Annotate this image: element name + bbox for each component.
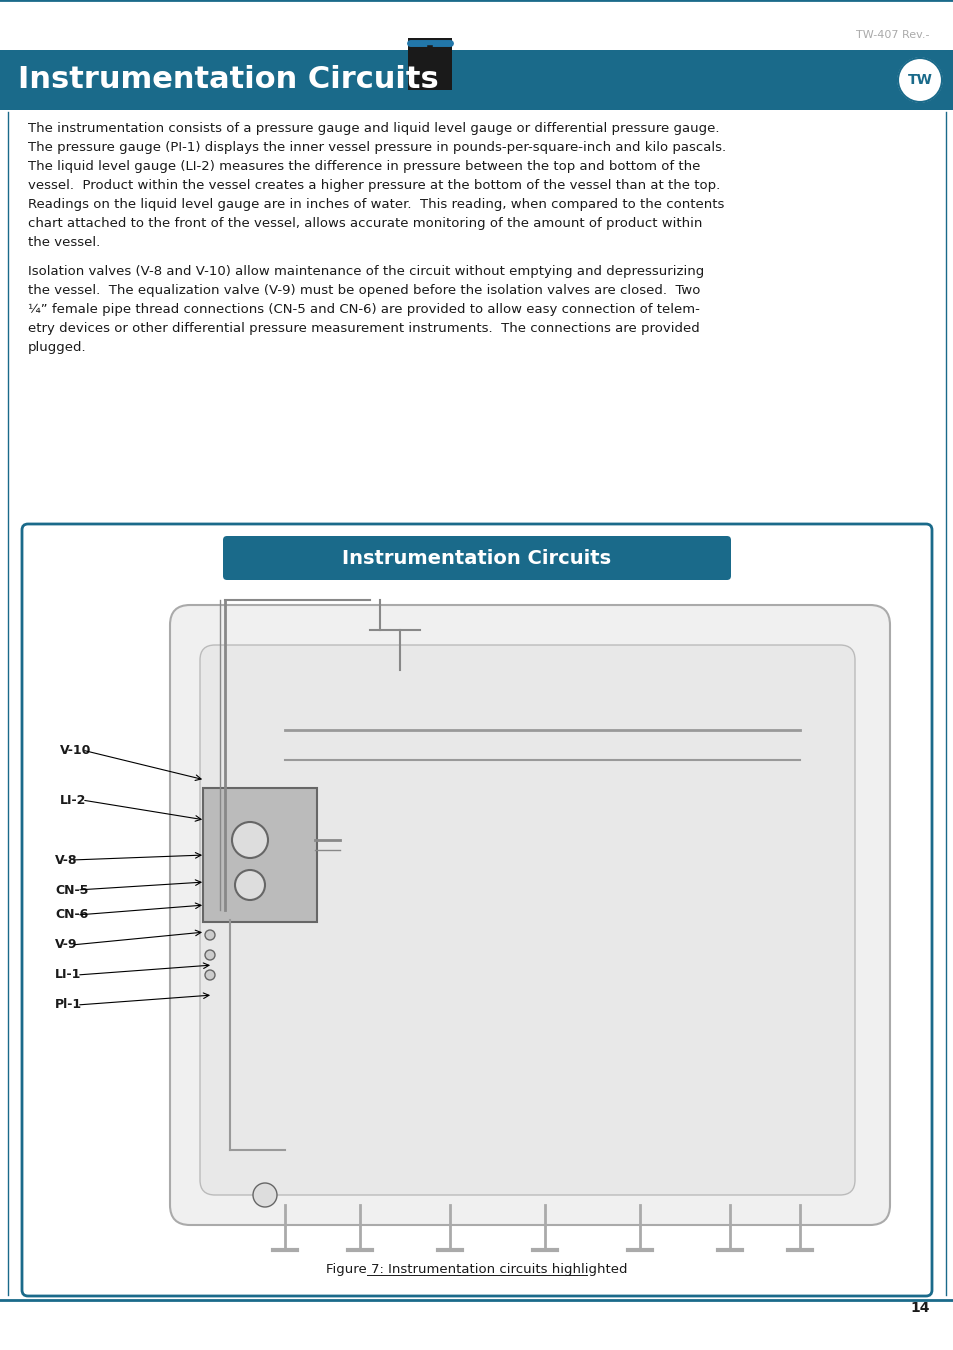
Circle shape bbox=[234, 869, 265, 900]
Circle shape bbox=[232, 822, 268, 859]
Text: etry devices or other differential pressure measurement instruments.  The connec: etry devices or other differential press… bbox=[28, 323, 699, 335]
Circle shape bbox=[897, 58, 941, 103]
Text: Readings on the liquid level gauge are in inches of water.  This reading, when c: Readings on the liquid level gauge are i… bbox=[28, 198, 723, 211]
FancyBboxPatch shape bbox=[200, 645, 854, 1195]
Circle shape bbox=[205, 971, 214, 980]
FancyBboxPatch shape bbox=[170, 605, 889, 1224]
Text: LI-2: LI-2 bbox=[60, 794, 87, 806]
Circle shape bbox=[253, 1183, 276, 1207]
FancyBboxPatch shape bbox=[412, 38, 448, 49]
Text: LI-1: LI-1 bbox=[55, 968, 81, 981]
Text: Figure 7: Instrumentation circuits highlighted: Figure 7: Instrumentation circuits highl… bbox=[326, 1264, 627, 1277]
FancyBboxPatch shape bbox=[22, 524, 931, 1296]
Text: the vessel.: the vessel. bbox=[28, 236, 100, 248]
Text: the vessel.  The equalization valve (V-9) must be opened before the isolation va: the vessel. The equalization valve (V-9)… bbox=[28, 284, 700, 297]
Text: V-8: V-8 bbox=[55, 853, 77, 867]
Text: CN-6: CN-6 bbox=[55, 909, 89, 922]
FancyBboxPatch shape bbox=[223, 536, 730, 580]
Text: The instrumentation consists of a pressure gauge and liquid level gauge or diffe: The instrumentation consists of a pressu… bbox=[28, 122, 719, 135]
Text: TW: TW bbox=[906, 73, 931, 86]
Circle shape bbox=[205, 950, 214, 960]
Text: Pl-1: Pl-1 bbox=[55, 999, 82, 1011]
Text: 14: 14 bbox=[909, 1301, 929, 1315]
Text: V-10: V-10 bbox=[60, 744, 91, 756]
Text: chart attached to the front of the vessel, allows accurate monitoring of the amo: chart attached to the front of the vesse… bbox=[28, 217, 701, 230]
Text: Instrumentation Circuits: Instrumentation Circuits bbox=[342, 548, 611, 567]
Text: CN-5: CN-5 bbox=[55, 883, 89, 896]
Text: V-9: V-9 bbox=[55, 938, 77, 952]
Text: The liquid level gauge (LI-2) measures the difference in pressure between the to: The liquid level gauge (LI-2) measures t… bbox=[28, 161, 700, 173]
Text: vessel.  Product within the vessel creates a higher pressure at the bottom of th: vessel. Product within the vessel create… bbox=[28, 180, 720, 192]
Text: Isolation valves (V-8 and V-10) allow maintenance of the circuit without emptyin: Isolation valves (V-8 and V-10) allow ma… bbox=[28, 265, 703, 278]
FancyBboxPatch shape bbox=[203, 788, 316, 922]
Circle shape bbox=[205, 930, 214, 940]
FancyBboxPatch shape bbox=[408, 38, 452, 90]
FancyBboxPatch shape bbox=[0, 50, 953, 109]
Text: plugged.: plugged. bbox=[28, 342, 87, 354]
Text: Instrumentation Circuits: Instrumentation Circuits bbox=[18, 66, 438, 95]
Text: TW-407 Rev.-: TW-407 Rev.- bbox=[856, 30, 929, 40]
Text: ¼” female pipe thread connections (CN-5 and CN-6) are provided to allow easy con: ¼” female pipe thread connections (CN-5 … bbox=[28, 302, 700, 316]
Text: The pressure gauge (PI-1) displays the inner vessel pressure in pounds-per-squar: The pressure gauge (PI-1) displays the i… bbox=[28, 140, 725, 154]
